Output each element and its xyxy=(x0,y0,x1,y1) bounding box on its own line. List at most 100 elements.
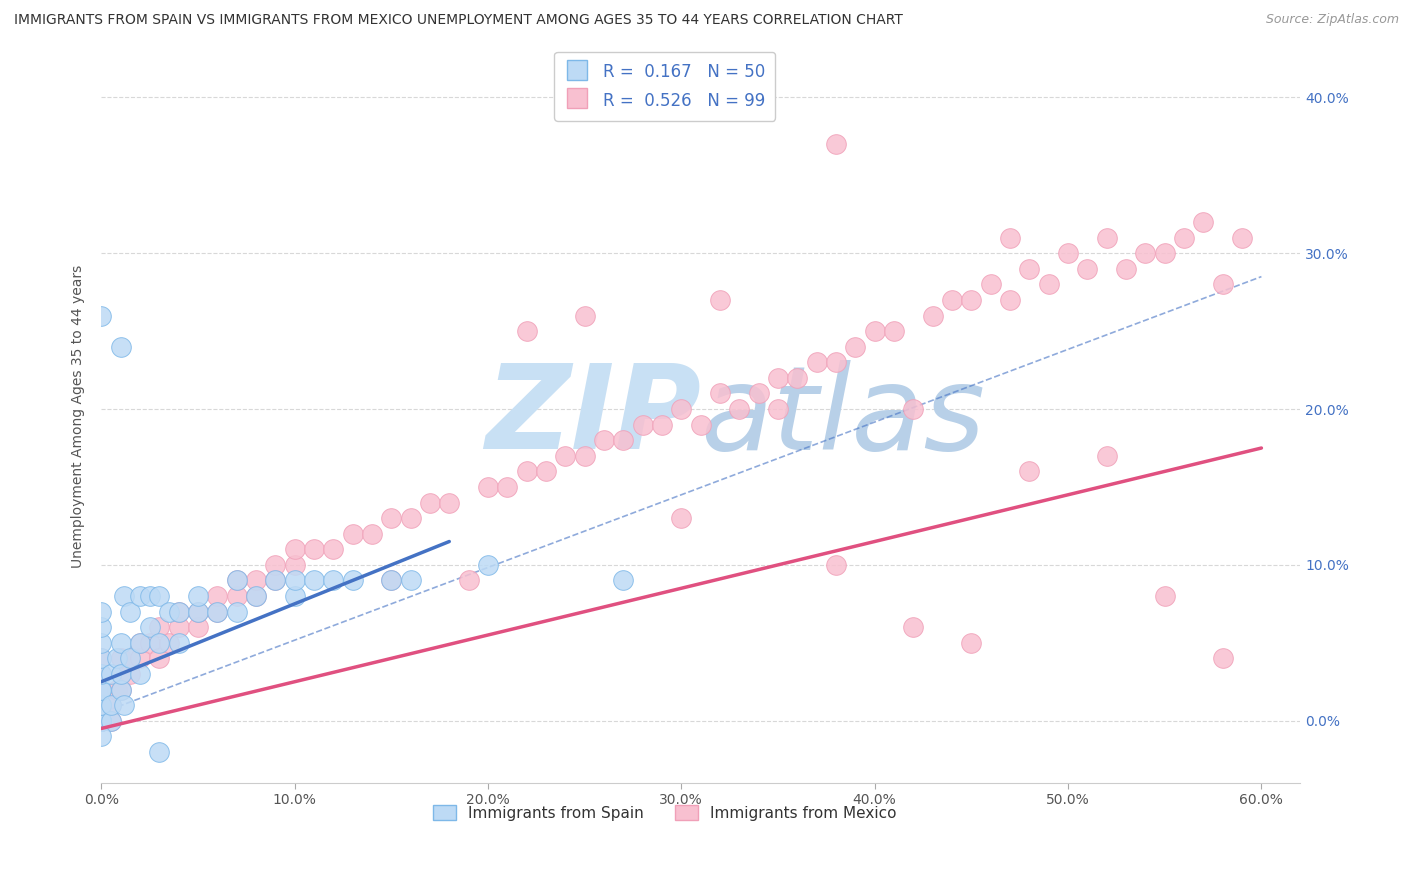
Point xyxy=(825,137,848,152)
Point xyxy=(120,605,142,619)
Point xyxy=(90,309,112,323)
Point xyxy=(148,620,170,634)
Point xyxy=(477,480,499,494)
Point xyxy=(100,698,122,713)
Point xyxy=(302,542,325,557)
Legend: Immigrants from Spain, Immigrants from Mexico: Immigrants from Spain, Immigrants from M… xyxy=(427,798,903,827)
Point xyxy=(612,434,634,448)
Point xyxy=(612,574,634,588)
Point xyxy=(825,355,848,369)
Point xyxy=(90,714,112,728)
Point xyxy=(100,667,122,681)
Point xyxy=(960,636,983,650)
Point xyxy=(90,651,112,665)
Point xyxy=(516,464,538,478)
Point xyxy=(90,605,112,619)
Point xyxy=(709,293,731,307)
Point xyxy=(998,293,1021,307)
Point xyxy=(671,402,693,417)
Text: IMMIGRANTS FROM SPAIN VS IMMIGRANTS FROM MEXICO UNEMPLOYMENT AMONG AGES 35 TO 44: IMMIGRANTS FROM SPAIN VS IMMIGRANTS FROM… xyxy=(14,13,903,28)
Point xyxy=(245,574,267,588)
Point xyxy=(903,620,925,634)
Point xyxy=(1192,215,1215,229)
Point xyxy=(1212,651,1234,665)
Point xyxy=(90,714,112,728)
Point xyxy=(554,449,576,463)
Point xyxy=(574,449,596,463)
Point xyxy=(90,667,112,681)
Point xyxy=(477,558,499,572)
Point xyxy=(128,589,150,603)
Point xyxy=(120,667,142,681)
Point xyxy=(284,589,307,603)
Point xyxy=(806,355,828,369)
Point xyxy=(138,636,160,650)
Point xyxy=(574,309,596,323)
Point xyxy=(105,682,128,697)
Point xyxy=(419,495,441,509)
Point xyxy=(844,340,866,354)
Point xyxy=(1173,230,1195,244)
Point xyxy=(284,542,307,557)
Point xyxy=(748,386,770,401)
Point xyxy=(1095,230,1118,244)
Point xyxy=(90,651,112,665)
Point xyxy=(1230,230,1253,244)
Point xyxy=(225,589,247,603)
Point xyxy=(157,605,180,619)
Point xyxy=(90,698,112,713)
Point xyxy=(138,620,160,634)
Point xyxy=(728,402,751,417)
Point xyxy=(825,558,848,572)
Point xyxy=(90,667,112,681)
Point xyxy=(225,574,247,588)
Point xyxy=(207,605,229,619)
Point xyxy=(264,558,287,572)
Point xyxy=(399,574,422,588)
Point xyxy=(110,636,132,650)
Point xyxy=(120,651,142,665)
Point xyxy=(100,714,122,728)
Point xyxy=(322,574,344,588)
Point xyxy=(863,324,886,338)
Point xyxy=(1095,449,1118,463)
Point xyxy=(1153,246,1175,260)
Point xyxy=(100,698,122,713)
Point xyxy=(264,574,287,588)
Point xyxy=(187,605,209,619)
Point xyxy=(90,698,112,713)
Point xyxy=(766,402,789,417)
Point xyxy=(342,526,364,541)
Point xyxy=(112,589,135,603)
Point xyxy=(380,511,402,525)
Point xyxy=(709,386,731,401)
Point xyxy=(167,620,190,634)
Point xyxy=(110,667,132,681)
Point xyxy=(128,667,150,681)
Point xyxy=(187,589,209,603)
Point xyxy=(284,574,307,588)
Point xyxy=(105,651,128,665)
Point xyxy=(1135,246,1157,260)
Point xyxy=(921,309,943,323)
Point xyxy=(112,698,135,713)
Text: atlas: atlas xyxy=(700,359,986,474)
Point xyxy=(903,402,925,417)
Point xyxy=(128,636,150,650)
Point xyxy=(128,636,150,650)
Point xyxy=(207,589,229,603)
Point xyxy=(264,574,287,588)
Point xyxy=(980,277,1002,292)
Point xyxy=(148,651,170,665)
Point xyxy=(207,605,229,619)
Point xyxy=(110,651,132,665)
Point xyxy=(361,526,384,541)
Point xyxy=(766,371,789,385)
Point xyxy=(90,636,112,650)
Point xyxy=(157,636,180,650)
Point xyxy=(187,620,209,634)
Point xyxy=(187,605,209,619)
Point xyxy=(90,714,112,728)
Point xyxy=(786,371,808,385)
Point xyxy=(302,574,325,588)
